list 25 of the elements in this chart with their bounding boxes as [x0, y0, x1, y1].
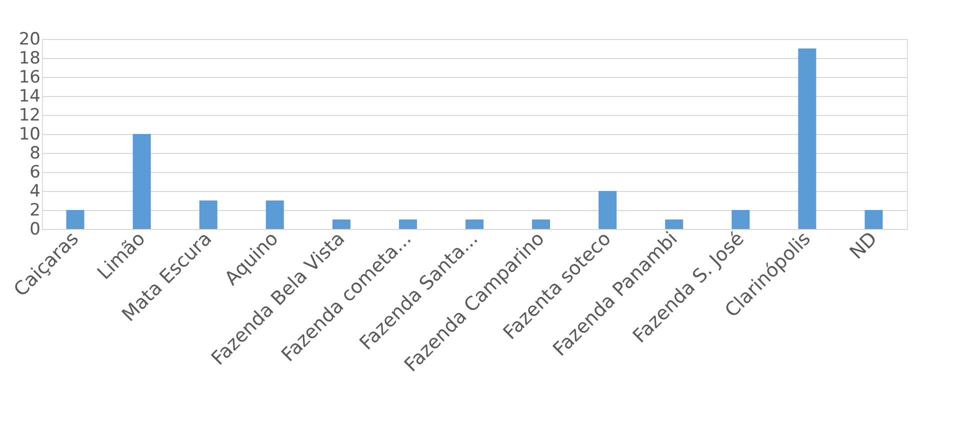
y-tick-label: 10 — [18, 124, 40, 144]
bar — [132, 134, 151, 229]
bar — [66, 210, 84, 229]
y-tick-label: 0 — [30, 220, 40, 240]
bar — [864, 210, 883, 229]
y-tick-label: 2 — [30, 200, 40, 220]
bar — [332, 220, 350, 229]
y-tick-label: 14 — [18, 86, 40, 106]
bar — [732, 210, 750, 229]
y-tick-label: 16 — [18, 68, 40, 88]
bar — [598, 191, 617, 229]
bar — [266, 200, 284, 229]
bar — [532, 220, 550, 229]
y-tick-label: 12 — [18, 106, 40, 126]
bar — [398, 220, 417, 229]
bar — [466, 220, 484, 229]
y-tick-label: 4 — [30, 182, 40, 202]
y-tick-label: 8 — [30, 144, 40, 164]
y-tick-label: 20 — [18, 30, 40, 50]
y-tick-label: 6 — [30, 162, 40, 182]
bar — [798, 48, 816, 229]
x-tick-label: ND — [846, 228, 882, 264]
bar — [199, 200, 218, 229]
y-tick-label: 18 — [18, 48, 40, 68]
bar — [665, 220, 684, 229]
